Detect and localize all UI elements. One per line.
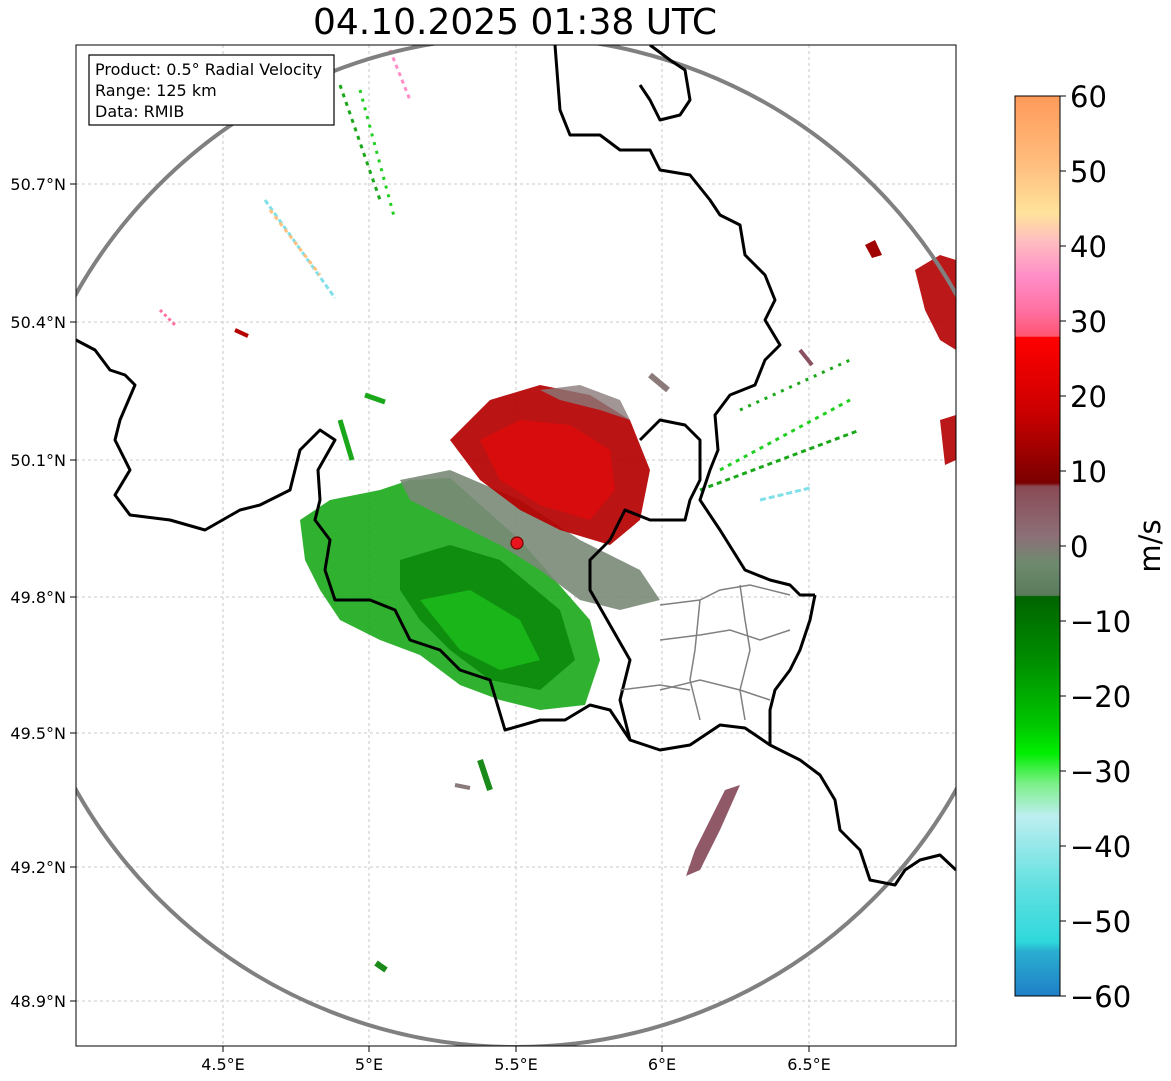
y-tick-label: 50.7°N [10,175,66,194]
colorbar-tick-label: −10 [1070,605,1131,639]
border-germany-east [768,594,956,887]
colorbar: 60 50 40 30 20 10 0 −10 −20 −30 −40 −50 … [1014,80,1167,1014]
y-tick-label: 49.8°N [10,588,66,607]
radar-site-marker [510,536,524,550]
echo-east-small [940,415,956,465]
border-france-belgium-west [76,338,771,752]
info-product: Product: 0.5° Radial Velocity [95,60,322,79]
y-tick-label: 49.2°N [10,858,66,877]
colorbar-tick-label: −40 [1070,830,1131,864]
echo-streaks [158,49,861,973]
border-north-germany-top [638,45,692,122]
y-tick-label: 49.5°N [10,724,66,743]
x-tick-label: 5.5°E [494,1055,538,1074]
x-axis: 4.5°E 5°E 5.5°E 6°E 6.5°E [201,1046,831,1074]
x-tick-label: 6.5°E [787,1055,831,1074]
echo-zero-band [400,470,660,610]
border-germany-belgium [553,45,815,597]
info-range: Range: 125 km [95,81,217,100]
colorbar-tick-label: 50 [1070,155,1107,189]
colorbar-tick-label: 40 [1070,230,1107,264]
echo-southeast-band [686,785,740,876]
x-tick-label: 4.5°E [201,1055,245,1074]
x-tick-label: 6°E [648,1055,676,1074]
colorbar-tick-label: −30 [1070,755,1131,789]
echo-outbound-edge [540,385,630,420]
echo-east-small-2 [865,240,882,258]
colorbar-tick-label: 60 [1070,80,1107,114]
y-tick-label: 50.1°N [10,451,66,470]
velocity-echoes [158,49,956,973]
colorbar-tick-label: 10 [1070,455,1107,489]
province-borders [619,584,791,721]
colorbar-tick-label: −60 [1070,980,1131,1014]
colorbar-tick-label: −20 [1070,680,1131,714]
info-box: Product: 0.5° Radial Velocity Range: 125… [88,54,335,126]
colorbar-tick-label: −50 [1070,905,1131,939]
border-luxembourg-outer [588,418,702,741]
info-data: Data: RMIB [95,102,184,121]
colorbar-tick-label: 0 [1070,530,1088,564]
y-axis: 50.7°N 50.4°N 50.1°N 49.8°N 49.5°N 49.2°… [10,175,76,1011]
country-borders [76,45,956,887]
x-tick-label: 5°E [355,1055,383,1074]
colorbar-tick-label: 30 [1070,305,1107,339]
colorbar-tick-label: 20 [1070,380,1107,414]
echo-outbound-core [480,420,615,520]
y-tick-label: 48.9°N [10,992,66,1011]
echo-inbound-bright [420,590,540,670]
colorbar-unit-label: m/s [1133,519,1167,572]
y-tick-label: 50.4°N [10,313,66,332]
colorbar-scale [1014,95,1061,997]
map-title: 04.10.2025 01:38 UTC [312,2,718,43]
